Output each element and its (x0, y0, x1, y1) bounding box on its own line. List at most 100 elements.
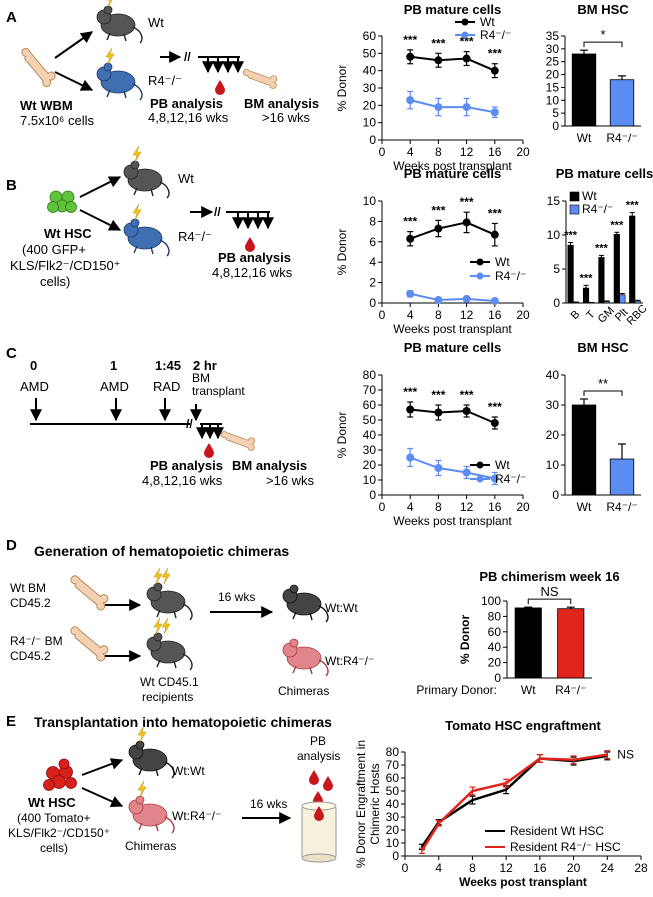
x-tick-label: 0 (379, 308, 386, 322)
y-tick-label: 10 (363, 473, 377, 487)
panel-c-label: C (6, 345, 17, 362)
y-tick-label: 10 (386, 836, 400, 850)
legend-marker (461, 18, 469, 26)
data-point (434, 103, 443, 112)
bar-0 (567, 244, 574, 304)
y-tick-label: 30 (363, 81, 377, 95)
panel-e-diagram: E Transplantation into hematopoietic chi… (6, 713, 340, 863)
panel-d-diagram: D Generation of hematopoietic chimeras W… (6, 537, 374, 704)
x-tick-label: R4⁻/⁻ (555, 683, 586, 697)
significance-label: ** (598, 376, 608, 391)
y-tick-label: 20 (363, 458, 377, 472)
x-axis-label: Weeks post transplant (393, 159, 512, 173)
x-tick-label: T (584, 308, 597, 321)
timepoint-3: 2 hr (193, 358, 217, 373)
significance-label: *** (460, 35, 474, 49)
chart-c-bar: BM HSC 0 10 20 30 40 Wt R4⁻/⁻ ** (546, 340, 641, 514)
legend-label: Wt (495, 255, 510, 269)
bm-analysis-label: BM analysis (244, 96, 319, 111)
chimera-r4-label: Wt:R4⁻/⁻ (325, 654, 374, 668)
blood-drop-icon (215, 80, 225, 95)
y-tick-label: 60 (363, 398, 377, 412)
bar (571, 53, 597, 127)
x-tick-label: 4 (435, 861, 442, 875)
y-tick-label: 20 (546, 68, 560, 82)
chart-title: PB chimerism week 16 (479, 569, 619, 584)
y-tick-label: 100 (481, 594, 501, 608)
hsc-cluster-icon (43, 758, 77, 791)
chart-title: PB mature cells (556, 166, 653, 181)
significance-label: *** (488, 47, 502, 61)
x-tick-label: 20 (567, 861, 581, 875)
recipients-line2: recipients (142, 690, 193, 704)
y-tick-label: 40 (363, 428, 377, 442)
bar (609, 79, 635, 127)
significance-label: *** (626, 200, 640, 212)
y-tick-label: 60 (488, 625, 502, 639)
panel-e-label: E (6, 713, 16, 730)
y-tick-label: 80 (363, 368, 377, 382)
data-point (406, 96, 415, 105)
y-tick-label: 50 (363, 46, 377, 60)
y-tick-label: 2 (369, 276, 376, 290)
bar-1 (619, 294, 626, 304)
x-tick-label: 20 (516, 145, 530, 159)
x-tick-label: 0 (379, 500, 386, 514)
bar-0 (582, 287, 590, 304)
y-tick-label: 50 (386, 784, 400, 798)
x-tick-label: 8 (435, 308, 442, 322)
legend-label: R4⁻/⁻ (495, 269, 526, 283)
y-tick-label: 10 (547, 228, 561, 242)
donor-detail-1: (400 Tomato+ (17, 811, 91, 825)
x-tick-label: 4 (407, 145, 414, 159)
chimera-wt-label: Wt:Wt (172, 764, 205, 778)
y-tick-label: 8 (369, 214, 376, 228)
significance-label: *** (610, 219, 624, 231)
y-tick-label: 40 (386, 797, 400, 811)
legend-marker (476, 258, 484, 266)
data-point (434, 56, 443, 65)
data-point (434, 464, 443, 472)
significance-label: * (600, 27, 605, 42)
data-point (490, 474, 499, 483)
chimera-r4-label: Wt:R4⁻/⁻ (172, 809, 221, 823)
x-tick-label: 16 (533, 861, 547, 875)
significance-label: *** (488, 400, 502, 414)
y-tick-label: 25 (546, 55, 560, 69)
data-point (406, 234, 415, 243)
data-point (434, 224, 443, 233)
mouse-chimera-r4-icon (128, 780, 175, 834)
series-line-0 (410, 55, 496, 72)
mouse-wt-icon (96, 0, 143, 44)
donor-detail-3: cells) (40, 274, 70, 289)
data-point (462, 218, 471, 227)
donor-cells: 7.5x10⁶ cells (20, 113, 95, 128)
legend-label: Wt (480, 15, 495, 29)
chart-title: BM HSC (577, 340, 629, 355)
mouse-chimera-wt-icon (128, 725, 175, 779)
bm-analysis-time: >16 wks (266, 473, 315, 488)
series-line-0 (409, 221, 496, 240)
chart-title: PB mature cells (404, 340, 502, 355)
series-line-1 (409, 456, 496, 480)
significance-label: NS (617, 748, 634, 762)
bm-analysis-label: BM analysis (232, 458, 307, 473)
y-axis-label: % Donor (335, 412, 349, 459)
series-line-0 (410, 408, 496, 424)
panel-a-label: A (6, 9, 17, 26)
legend-marker (476, 272, 484, 280)
y-tick-label: 10 (546, 93, 560, 107)
significance-bracket (527, 598, 572, 605)
x-tick-label: 16 (488, 145, 502, 159)
data-point (434, 408, 443, 417)
significance-label: *** (431, 203, 445, 217)
data-point (462, 103, 471, 112)
chart-a-line: PB mature cells 0 10 20 30 40 50 60 0 4 8 12 16 20 Wee… (335, 2, 530, 173)
x-tick-label: Wt (577, 500, 592, 514)
y-axis-label: % Donor (458, 615, 472, 665)
x-axis-caption: Primary Donor: (416, 683, 497, 697)
chart-title: PB mature cells (404, 2, 502, 17)
break-mark: // (214, 205, 221, 219)
